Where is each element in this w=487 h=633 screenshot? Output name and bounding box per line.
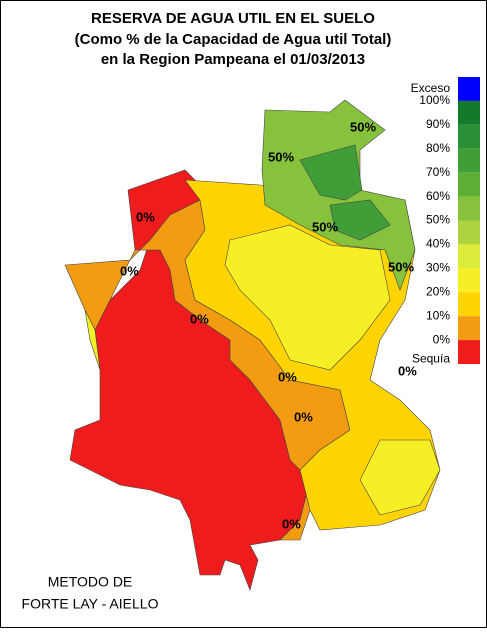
legend-swatch	[458, 148, 480, 173]
contour-label: 0%	[136, 209, 155, 224]
title: RESERVA DE AGUA UTIL EN EL SUELO	[91, 10, 375, 27]
legend-label: Exceso	[411, 81, 451, 95]
legend-swatch	[458, 77, 480, 101]
legend-swatch	[458, 196, 480, 221]
map	[64, 99, 441, 591]
contour-label: 0%	[120, 263, 139, 278]
contour-label: 0%	[190, 311, 209, 326]
legend-label: 80%	[426, 141, 450, 155]
legend-label: 10%	[426, 308, 450, 322]
footer-text: FORTE LAY - AIELLO	[22, 596, 159, 612]
legend-swatch	[458, 316, 480, 341]
footer-text: METODO DE	[48, 574, 133, 590]
legend-label: Sequía	[412, 351, 450, 365]
legend-label: 50%	[426, 213, 450, 227]
contour-label: 0%	[278, 369, 297, 384]
legend-swatch	[458, 292, 480, 317]
legend-label: 60%	[426, 189, 450, 203]
legend-swatch	[458, 244, 480, 269]
legend-label: 40%	[426, 237, 450, 251]
legend-swatch	[458, 220, 480, 245]
legend-swatch	[458, 100, 480, 125]
region-very-wet	[299, 144, 391, 241]
contour-label: 50%	[268, 149, 294, 164]
legend-swatch	[458, 172, 480, 197]
contour-label: 0%	[294, 409, 313, 424]
legend-label: 90%	[426, 117, 450, 131]
contour-label: 0%	[282, 516, 301, 531]
title: en la Region Pampeana el 01/03/2013	[101, 51, 365, 68]
legend-swatch	[458, 268, 480, 293]
region-fair	[84, 224, 441, 516]
legend-label: 30%	[426, 261, 450, 275]
contour-label: 50%	[312, 219, 338, 234]
legend-swatch	[458, 124, 480, 149]
legend-label: 20%	[426, 284, 450, 298]
legend-swatch	[458, 340, 480, 364]
contour-label: 50%	[350, 119, 376, 134]
contour-label: 50%	[388, 259, 414, 274]
contour-label: 0%	[398, 363, 417, 378]
legend-label: 100%	[419, 93, 450, 107]
legend-label: 0%	[433, 332, 451, 346]
legend-label: 70%	[426, 165, 450, 179]
title: (Como % de la Capacidad de Agua util Tot…	[75, 31, 392, 48]
